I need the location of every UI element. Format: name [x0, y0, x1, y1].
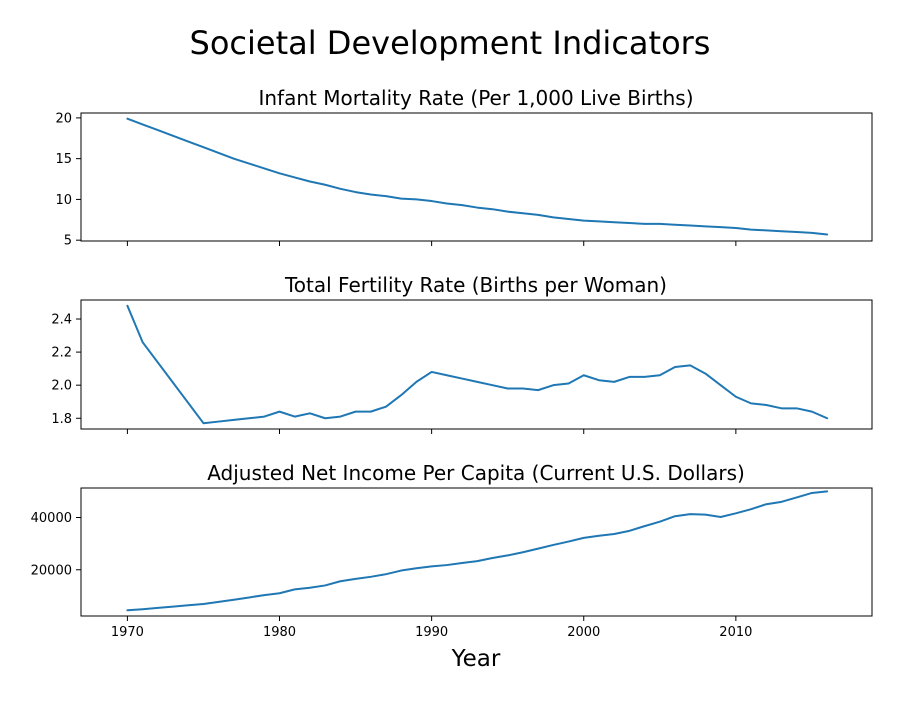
x-tick-label: 2010 [719, 625, 752, 640]
series-line-infant-mortality [126, 117, 829, 236]
y-tick-label: 2.0 [51, 379, 72, 394]
panel-title-infant-mortality: Infant Mortality Rate (Per 1,000 Live Bi… [258, 86, 693, 110]
figure-title: Societal Development Indicators [190, 24, 711, 62]
y-tick-label: 40000 [31, 511, 72, 526]
axes-frame-net-income [80, 487, 873, 617]
panel-title-fertility-rate: Total Fertility Rate (Births per Woman) [284, 273, 667, 297]
axes-frame-infant-mortality [80, 112, 873, 242]
y-tick-label: 10 [55, 193, 72, 208]
x-tick-label: 1970 [111, 625, 144, 640]
panel-infant-mortality: Infant Mortality Rate (Per 1,000 Live Bi… [55, 86, 873, 249]
panel-net-income: Adjusted Net Income Per Capita (Current … [31, 461, 873, 640]
x-axis-label: Year [451, 646, 501, 672]
series-line-net-income [126, 490, 829, 612]
y-tick-label: 15 [55, 152, 72, 167]
y-tick-label: 20 [55, 111, 72, 126]
x-tick-label: 1980 [263, 625, 296, 640]
y-tick-label: 2.2 [51, 346, 72, 361]
x-tick-label: 2000 [567, 625, 600, 640]
x-tick-label: 1990 [415, 625, 448, 640]
axes-frame-fertility-rate [80, 299, 873, 430]
panel-fertility-rate: Total Fertility Rate (Births per Woman) … [51, 273, 873, 434]
series-line-fertility-rate [126, 304, 829, 425]
y-tick-label: 1.8 [51, 412, 72, 427]
y-tick-label: 20000 [31, 563, 72, 578]
y-tick-label: 2.4 [51, 313, 72, 328]
y-tick-label: 5 [64, 234, 72, 249]
panel-title-net-income: Adjusted Net Income Per Capita (Current … [207, 461, 745, 485]
